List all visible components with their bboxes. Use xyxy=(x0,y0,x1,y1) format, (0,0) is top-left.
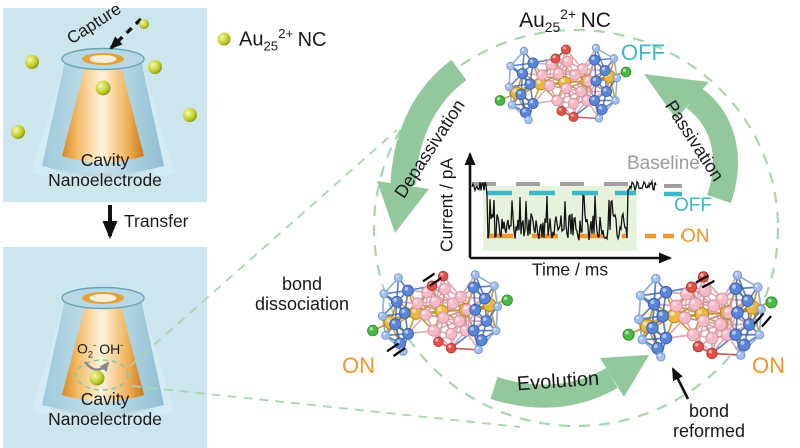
au25-cluster-bond-reformed xyxy=(622,270,778,362)
au-nc-dots xyxy=(11,19,197,139)
reaction-zone-dashed-circle xyxy=(75,359,129,391)
plot-legend-on: ON xyxy=(681,226,710,247)
current-trace xyxy=(471,179,657,241)
transfer-label: Transfer xyxy=(124,211,189,231)
evolution-arrow xyxy=(490,367,618,408)
cycle-arrows xyxy=(377,59,738,408)
bond-reformed-label: bond reformed xyxy=(672,401,746,441)
bond-reformed-arrow xyxy=(671,367,690,400)
reaction-curved-arrow xyxy=(83,361,110,373)
depassivation-arrow xyxy=(390,59,467,186)
au-nc-legend-label: Au252+ NC xyxy=(239,26,327,54)
legend-dot-icon xyxy=(217,32,231,46)
plot-xlabel: Time / ms xyxy=(531,259,609,280)
plot-ylabel: Current / pA xyxy=(436,157,457,253)
au25-cluster-top xyxy=(494,43,632,125)
au-nc-cycle-label: Au252+ NC xyxy=(519,6,611,36)
cycle-dashed-circle xyxy=(372,28,780,428)
cavity-species-label: O2- OH- xyxy=(77,340,124,360)
cavity-nanoelectrode-label-bottom: Cavity Nanoelectrode xyxy=(48,389,162,429)
current-trace-plot xyxy=(464,152,682,264)
zoom-connector-top xyxy=(129,129,398,367)
plot-legend-off: OFF xyxy=(674,195,712,216)
bond-dissociation-label: bond dissociation xyxy=(254,274,350,314)
on-state-label-right: ON xyxy=(752,353,785,378)
capture-arrow xyxy=(109,17,143,50)
plot-legend-baseline: Baseline xyxy=(627,153,700,174)
on-state-label-left: ON xyxy=(342,353,375,378)
on-region-shading xyxy=(483,186,637,251)
bond-break-marks xyxy=(386,272,772,357)
captured-nc-dot xyxy=(89,370,105,386)
cavity-nanoelectrode-label-top: Cavity Nanoelectrode xyxy=(48,150,162,190)
passivation-arrow xyxy=(686,87,738,204)
off-state-label: OFF xyxy=(621,40,665,65)
au25-cluster-bond-dissociation xyxy=(367,270,513,356)
cavity-reaction-graphic xyxy=(75,359,129,391)
zoom-connector-bottom xyxy=(131,385,521,428)
